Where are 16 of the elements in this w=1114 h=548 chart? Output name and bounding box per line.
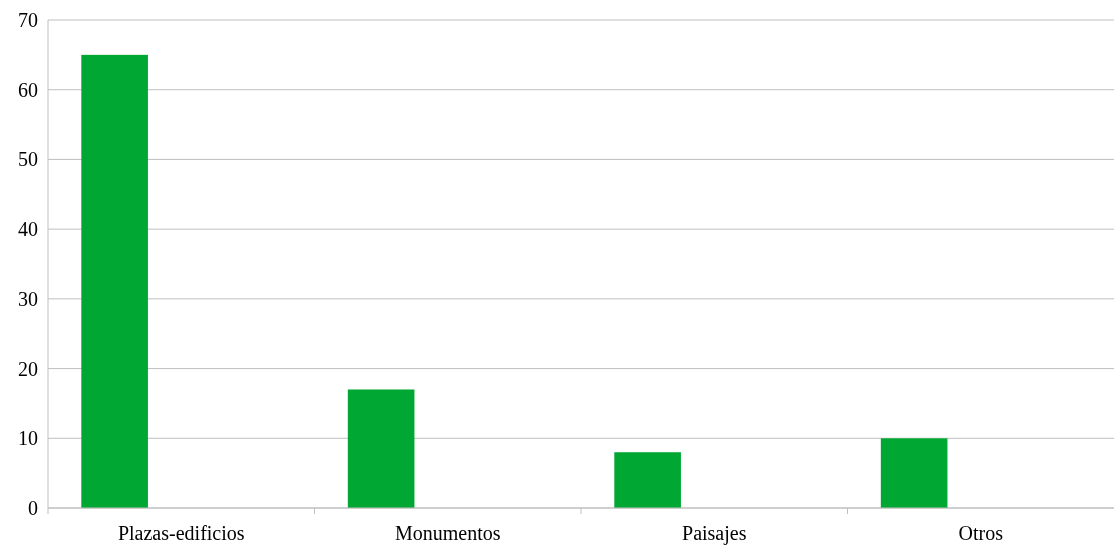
- y-tick-label: 50: [18, 148, 38, 171]
- y-tick-label: 20: [18, 357, 38, 380]
- y-tick-label: 0: [28, 497, 38, 519]
- bar: [880, 438, 948, 508]
- y-tick-label: 70: [18, 9, 38, 31]
- y-tick-label: 60: [18, 78, 38, 101]
- y-tick-label: 10: [18, 427, 38, 450]
- bar: [81, 54, 148, 508]
- x-tick-label: Plazas-edificios: [117, 522, 245, 544]
- x-tick-label: Monumentos: [394, 522, 501, 544]
- x-tick-label: Paisajes: [682, 522, 747, 545]
- bar: [614, 452, 681, 508]
- bar: [347, 389, 415, 508]
- y-tick-label: 30: [18, 287, 38, 310]
- y-tick-label: 40: [18, 218, 38, 241]
- x-tick-label: Otros: [958, 522, 1004, 544]
